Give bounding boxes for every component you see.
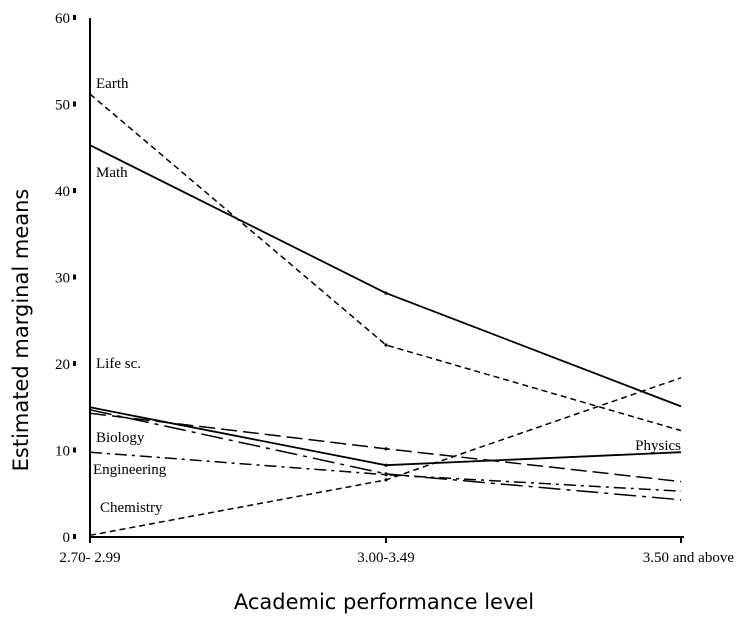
x-tick-label: 3.00-3.49 (357, 550, 415, 566)
series-line-earth (89, 93, 682, 432)
y-tick-mark (73, 534, 76, 539)
y-tick-label: 0 (63, 530, 71, 546)
y-axis-label: Estimated marginal means (9, 189, 33, 472)
data-point (384, 447, 388, 451)
series-label-life-sc: Life sc. (96, 356, 141, 372)
y-tick-label: 60 (55, 11, 70, 27)
series-label-physics: Physics (635, 438, 681, 454)
series-label-earth: Earth (96, 76, 129, 92)
y-tick-mark (73, 15, 76, 20)
data-point (384, 463, 388, 467)
y-tick-mark (73, 447, 76, 453)
y-tick-mark (73, 361, 76, 366)
data-point (384, 478, 388, 482)
series-label-chemistry: Chemistry (100, 500, 163, 516)
x-tick-label: 2.70- 2.99 (59, 550, 120, 566)
y-tick-label: 50 (55, 98, 70, 114)
data-point (384, 291, 388, 295)
series-labels: Earth Math Life sc. Biology Engineering Physi… (93, 76, 681, 516)
series-label-engineering: Engineering (93, 462, 167, 478)
y-tick-label: 30 (55, 271, 70, 287)
series-lines (89, 93, 682, 537)
x-axis-label: Academic performance level (234, 590, 534, 614)
series-label-math: Math (96, 165, 128, 181)
x-axis-ticks: 2.70- 2.99 3.00-3.49 3.50 and above (59, 537, 734, 566)
series-line-physics (89, 406, 682, 467)
y-tick-label: 10 (55, 444, 70, 460)
axes (89, 18, 684, 538)
data-point (384, 343, 388, 347)
series-line-life-sc (89, 409, 682, 501)
y-tick-label: 40 (55, 184, 70, 200)
series-line-math (89, 144, 682, 408)
y-tick-label: 20 (55, 357, 70, 373)
x-tick-label: 3.50 and above (643, 550, 735, 566)
y-tick-mark (73, 188, 76, 193)
y-tick-mark (73, 274, 76, 280)
series-label-biology: Biology (96, 430, 145, 446)
series-line-engineering (89, 451, 682, 492)
y-tick-mark (73, 101, 76, 107)
y-axis-ticks: 0 10 20 30 40 50 60 (55, 11, 76, 546)
data-point (384, 473, 388, 477)
